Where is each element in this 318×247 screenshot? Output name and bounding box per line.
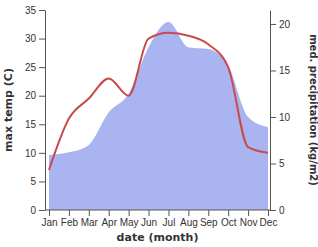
tick-mark xyxy=(39,181,45,182)
tick-label: May xyxy=(120,217,139,228)
tick: 20 xyxy=(270,19,291,30)
tick-label: 35 xyxy=(25,5,37,16)
tick-mark xyxy=(89,210,90,216)
tick: 30 xyxy=(25,33,45,44)
tick-label: Nov xyxy=(240,217,258,228)
tick-label: Mar xyxy=(81,217,99,228)
tick-label: 0 xyxy=(279,205,285,216)
tick-label: Aug xyxy=(180,217,198,228)
tick: 0 xyxy=(270,205,285,216)
tick-mark xyxy=(208,210,209,216)
tick-label: 5 xyxy=(30,176,36,187)
tick-label: Dec xyxy=(260,217,278,228)
tick-mark xyxy=(149,210,150,216)
tick-mark xyxy=(228,210,229,216)
tick: Nov xyxy=(240,210,258,228)
tick: 35 xyxy=(25,5,45,16)
tick: 15 xyxy=(25,119,45,130)
tick: May xyxy=(120,210,139,228)
tick-mark xyxy=(270,210,276,211)
tick-mark xyxy=(248,210,249,216)
tick: Aug xyxy=(180,210,198,228)
tick-mark xyxy=(49,210,50,216)
precipitation-area xyxy=(49,22,268,210)
tick-label: 15 xyxy=(25,119,37,130)
tick: Jun xyxy=(141,210,157,228)
x-axis: Jan FebMarAprMayJun Jul AugSepOctNovDec xyxy=(41,210,277,228)
tick-mark xyxy=(39,96,45,97)
tick-label: Apr xyxy=(101,217,117,228)
y-axis-title: max temp (C) xyxy=(2,68,15,152)
tick-mark xyxy=(129,210,130,216)
tick: 20 xyxy=(25,90,45,101)
chart: JanFebMarAprMayJunJulAugSepOctNovDec0510… xyxy=(0,0,318,247)
axis-line xyxy=(45,210,270,211)
tick-mark xyxy=(39,10,45,11)
tick-label: 20 xyxy=(25,90,37,101)
tick: 5 xyxy=(270,158,285,169)
tick-label: Oct xyxy=(221,217,237,228)
tick-mark xyxy=(39,39,45,40)
y-axis: 0 5 10 15 20 25 30 35 xyxy=(25,5,46,216)
tick-label: 5 xyxy=(279,158,285,169)
tick-mark xyxy=(39,124,45,125)
tick-mark xyxy=(39,210,45,211)
tick: 0 xyxy=(30,205,45,216)
tick: Apr xyxy=(101,210,117,228)
tick-label: 20 xyxy=(279,19,291,30)
tick-label: Jan xyxy=(41,217,57,228)
tick-mark xyxy=(39,153,45,154)
tick: Oct xyxy=(221,210,237,228)
tick: 15 xyxy=(270,65,291,76)
y2-axis-title: med. precipitation (kg/m2) xyxy=(308,34,318,186)
tick: Mar xyxy=(81,210,99,228)
plot-area xyxy=(49,22,268,210)
tick: 5 xyxy=(30,176,45,187)
tick-mark xyxy=(270,163,276,164)
tick: 25 xyxy=(25,62,45,73)
x-axis-title: date (month) xyxy=(117,231,199,244)
tick-label: Feb xyxy=(61,217,79,228)
tick-mark xyxy=(39,67,45,68)
tick-mark xyxy=(168,210,169,216)
tick: 10 xyxy=(270,112,291,123)
tick: Jan xyxy=(41,210,57,228)
tick-label: Sep xyxy=(200,217,218,228)
temperature-line xyxy=(49,33,268,170)
tick: 10 xyxy=(25,148,45,159)
tick-label: 25 xyxy=(25,62,37,73)
axis-line xyxy=(270,11,271,211)
tick-mark xyxy=(270,117,276,118)
tick-label: 30 xyxy=(25,33,37,44)
tick-label: 0 xyxy=(30,205,36,216)
tick-mark xyxy=(268,210,269,216)
y2-axis: 0 5 10 15 20 xyxy=(270,11,291,216)
axis-line xyxy=(45,11,46,211)
tick: Jul xyxy=(163,210,176,228)
tick-label: 10 xyxy=(25,148,37,159)
tick-mark xyxy=(69,210,70,216)
tick-mark xyxy=(188,210,189,216)
tick-label: Jun xyxy=(141,217,157,228)
tick: Dec xyxy=(260,210,278,228)
tick-mark xyxy=(270,70,276,71)
tick: Sep xyxy=(200,210,218,228)
tick: Feb xyxy=(61,210,79,228)
tick-label: 15 xyxy=(279,65,291,76)
tick-mark xyxy=(270,24,276,25)
tick-label: 10 xyxy=(279,112,291,123)
tick-mark xyxy=(109,210,110,216)
tick-label: Jul xyxy=(163,217,176,228)
